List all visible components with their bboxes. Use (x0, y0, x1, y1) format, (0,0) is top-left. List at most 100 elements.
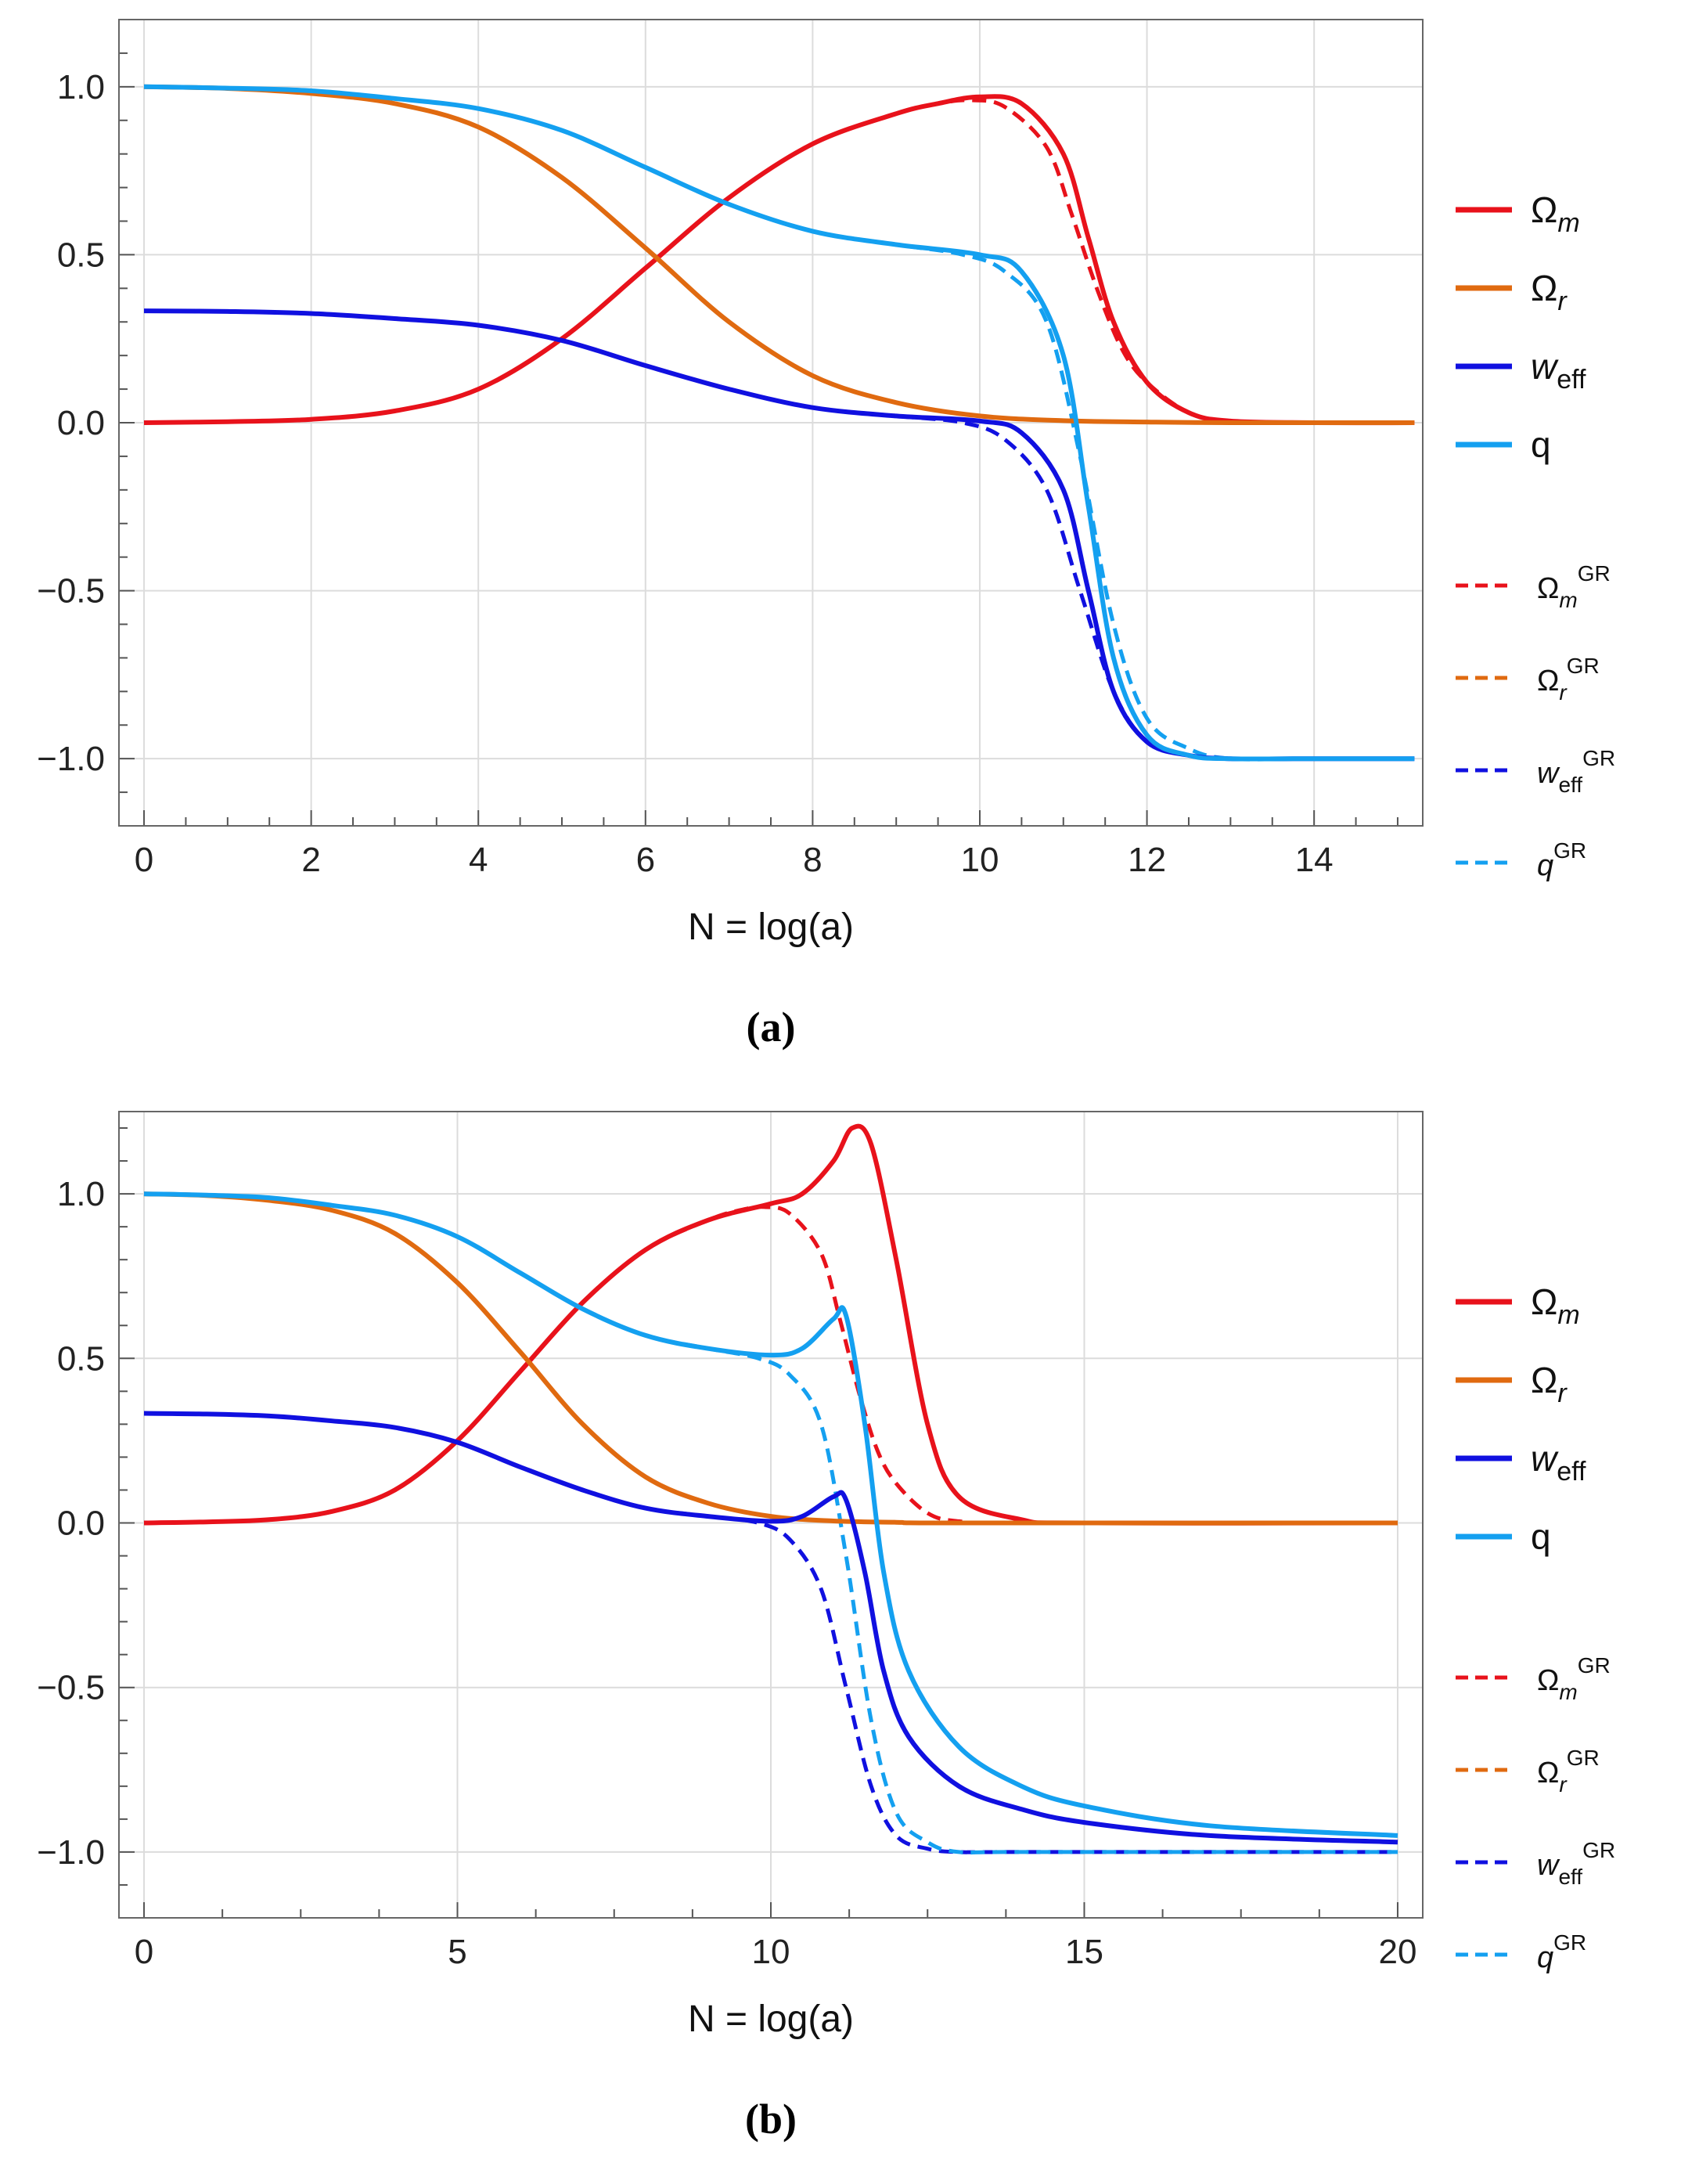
legend-sub: r (1559, 1772, 1568, 1797)
legend-entry: Ωm (1456, 189, 1580, 238)
chart-b: 0 5 10 15 20 −1.0 −0.5 0.0 0.5 1.0 N = log(a) (b) Ωm… (37, 1111, 1615, 2143)
legend-entry: q (1456, 1516, 1551, 1557)
y-tick-label: 0.0 (57, 404, 105, 442)
legend-sup: GR (1553, 1930, 1586, 1955)
legend-main: Ω (1537, 572, 1559, 605)
legend-sub: r (1557, 287, 1568, 316)
figure-panel-b: 0 5 10 15 20 −1.0 −0.5 0.0 0.5 1.0 N = log(a) (b) Ωm… (0, 1092, 1699, 2184)
figure-caption: (b) (745, 2096, 797, 2143)
legend-entry: weffGR (1456, 1838, 1615, 1889)
figure-panel-a: 0 2 4 6 8 10 12 14 −1.0 −0.5 0.0 0.5 1.0 N = log(a) (a… (37, 19, 1615, 1051)
legend-main: Ω (1531, 1360, 1557, 1400)
legend-main: w (1531, 1438, 1559, 1479)
x-tick-label: 6 (636, 841, 655, 879)
legend-sub: m (1557, 208, 1579, 238)
legend-main: q (1537, 849, 1553, 882)
legend-entry: ΩrGR (1456, 1746, 1600, 1797)
y-tick-label: 0.5 (57, 1339, 105, 1378)
legend-label: q (1531, 424, 1551, 465)
x-tick-label: 0 (135, 841, 153, 879)
x-tick-label: 4 (469, 841, 488, 879)
legend-entry: Ωr (1456, 1360, 1568, 1408)
y-tick-label: −1.0 (37, 740, 105, 778)
y-tick-label: 1.0 (57, 68, 105, 106)
legend-entry: ΩrGR (1456, 654, 1600, 705)
legend-sub: eff (1558, 773, 1582, 797)
legend-entry: ΩmGR (1456, 561, 1611, 612)
x-tick-label: 12 (1128, 841, 1166, 879)
legend-main: q (1537, 1941, 1553, 1974)
x-tick-label: 10 (752, 1933, 790, 1971)
x-tick-label: 10 (961, 841, 999, 879)
legend-main: q (1531, 1516, 1551, 1557)
legend-main: Ω (1531, 189, 1557, 230)
legend-label: Ωm (1531, 189, 1580, 238)
legend-label: ΩrGR (1537, 654, 1600, 705)
legend-label: Ωm (1531, 1281, 1580, 1330)
legend-sub: eff (1557, 1457, 1586, 1487)
legend-sub: m (1559, 588, 1577, 612)
legend-entry: weff (1456, 1438, 1586, 1487)
legend-label: ΩmGR (1537, 561, 1611, 612)
chart-a: 0 2 4 6 8 10 12 14 −1.0 −0.5 0.0 0.5 1.0 N = log(a) (a… (37, 19, 1615, 1051)
legend-label: weffGR (1537, 746, 1615, 797)
legend-sub: eff (1557, 365, 1586, 395)
legend-main: Ω (1537, 665, 1559, 697)
x-tick-label: 15 (1065, 1933, 1103, 1971)
series-line-Ωm (143, 1123, 1398, 1526)
legend-label: q (1531, 1516, 1551, 1557)
legend-label: ΩmGR (1537, 1653, 1611, 1704)
series-line-Ωr (143, 1191, 1398, 1526)
legend-entry: weff (1456, 346, 1586, 395)
x-tick-label: 2 (301, 841, 320, 879)
legend-entry: qGR (1456, 838, 1586, 882)
legend-main: q (1531, 424, 1551, 465)
legend-sup: GR (1578, 1653, 1611, 1678)
plot-frame (118, 1111, 1424, 1919)
legend-main: Ω (1531, 268, 1557, 308)
series-line-q (143, 1191, 1398, 1838)
legend-entry: Ωm (1456, 1281, 1580, 1330)
legend-sub: m (1559, 1680, 1577, 1704)
legend-sub: m (1557, 1300, 1579, 1330)
plot-frame (118, 19, 1424, 827)
y-tick-label: −0.5 (37, 1669, 105, 1707)
legend-label: qGR (1537, 1930, 1586, 1974)
legend-entry: qGR (1456, 1930, 1586, 1974)
series-line-Ωr (143, 84, 1415, 426)
legend-sup: GR (1578, 561, 1611, 586)
legend-label: qGR (1537, 838, 1586, 882)
legend-label: weff (1531, 1438, 1586, 1487)
x-tick-label: 14 (1295, 841, 1334, 879)
legend-main: w (1537, 1849, 1560, 1882)
legend-sup: GR (1567, 654, 1600, 678)
y-tick-label: 0.5 (57, 236, 105, 274)
x-axis-label: N = log(a) (688, 906, 854, 948)
legend-entry: q (1456, 424, 1551, 465)
legend-sub: r (1557, 1379, 1568, 1408)
legend-entry: ΩmGR (1456, 1653, 1611, 1704)
legend-sub: r (1559, 680, 1568, 705)
x-tick-label: 8 (803, 841, 822, 879)
legend-main: Ω (1537, 1757, 1559, 1789)
y-tick-label: 0.0 (57, 1505, 105, 1543)
figure-caption: (a) (747, 1004, 796, 1051)
y-tick-label: 1.0 (57, 1175, 105, 1213)
series-line-q (143, 84, 1415, 762)
legend-entry: weffGR (1456, 746, 1615, 797)
legend-label: Ωr (1531, 1360, 1568, 1408)
legend-main: Ω (1531, 1281, 1557, 1322)
legend-main: Ω (1537, 1664, 1559, 1697)
series-line-Ωm (143, 94, 1415, 426)
legend-sup: GR (1582, 746, 1615, 770)
legend-main: w (1531, 346, 1559, 387)
legend-sup: GR (1582, 1838, 1615, 1862)
x-axis-label: N = log(a) (688, 1998, 854, 2040)
legend-entry: Ωr (1456, 268, 1568, 316)
legend-label: weffGR (1537, 1838, 1615, 1889)
legend-label: ΩrGR (1537, 1746, 1600, 1797)
legend-label: Ωr (1531, 268, 1568, 316)
legend-label: weff (1531, 346, 1586, 395)
series-line-weff (143, 1411, 1398, 1845)
legend-sub: eff (1558, 1865, 1582, 1889)
